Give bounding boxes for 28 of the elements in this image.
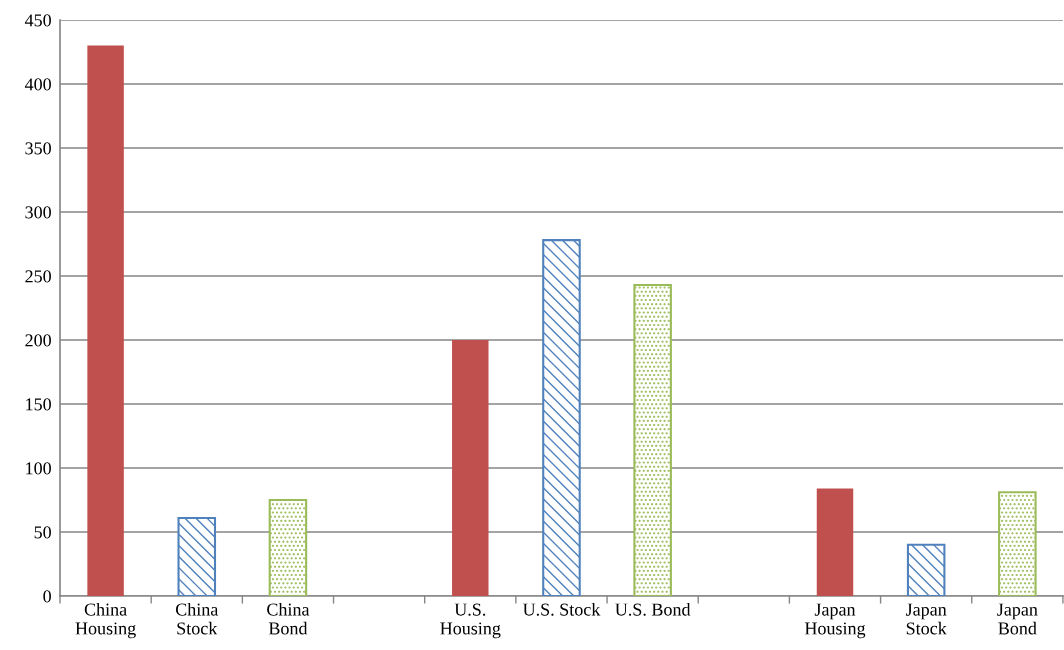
y-tick-label: 400 [24, 78, 51, 91]
y-tick-label: 250 [25, 270, 51, 283]
y-tick-label: 200 [25, 334, 51, 347]
x-tick-label: Japan Housing [804, 603, 866, 639]
bar [452, 340, 489, 596]
x-tick-label: Japan Stock [905, 603, 947, 635]
y-tick-label: 100 [26, 462, 51, 475]
x-tick-label: China Stock [175, 602, 219, 635]
x-tick-label: U.S. Bond [615, 602, 691, 616]
y-tick-label: 0 [43, 590, 51, 603]
y-tick-label: 350 [25, 142, 51, 155]
x-tick-label: U.S. Housing [440, 603, 501, 639]
bar [87, 45, 124, 596]
bar [177, 516, 217, 596]
x-tick-label: China Bond [267, 602, 310, 635]
y-tick-label: 150 [26, 398, 51, 411]
bar [906, 543, 946, 596]
x-tick-label: Japan Bond [997, 603, 1038, 635]
bar [816, 488, 854, 596]
y-tick-label: 300 [25, 206, 51, 219]
y-tick-label: 450 [24, 14, 51, 27]
x-tick-label: U.S. Stock [522, 602, 601, 616]
x-tick-label: China Housing [75, 602, 136, 639]
y-tick-label: 50 [34, 526, 51, 539]
bar [633, 283, 672, 596]
bar [998, 491, 1037, 596]
bar [268, 498, 308, 596]
bar [542, 239, 581, 596]
